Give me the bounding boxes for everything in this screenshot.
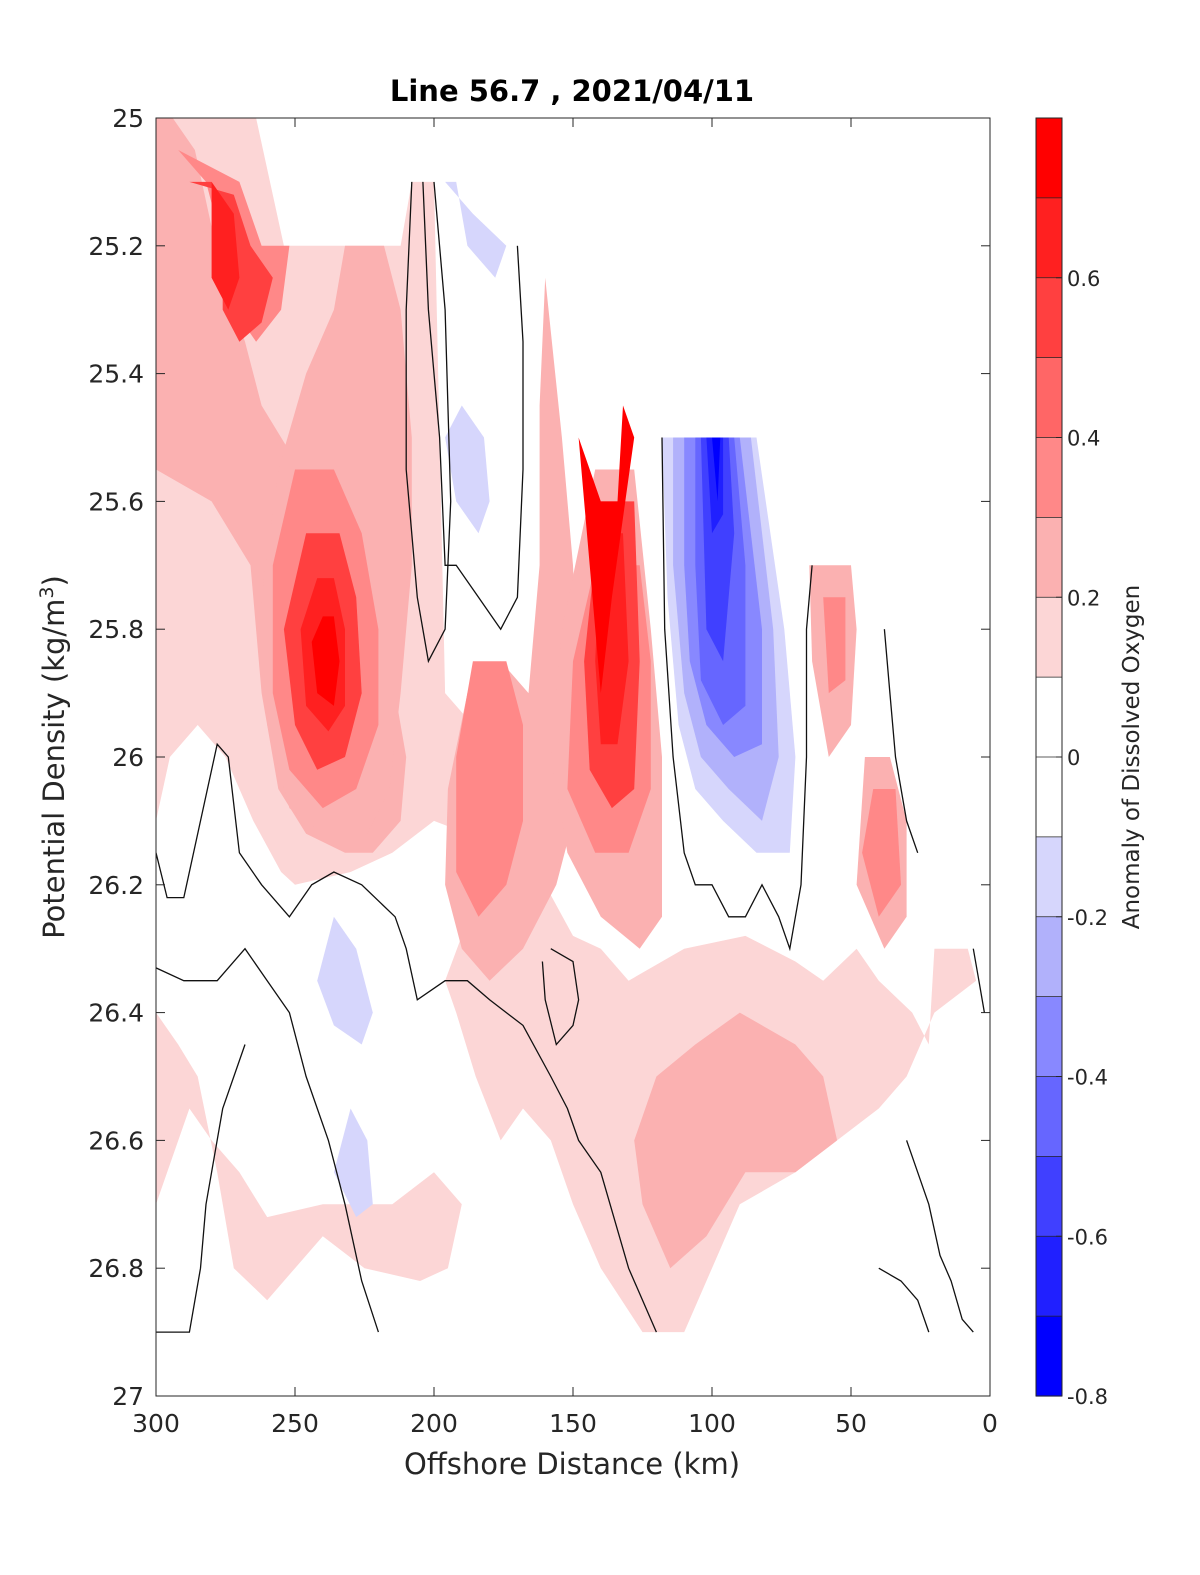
y-tick-label: 26.2: [88, 871, 144, 900]
zero-contour-line: [422, 181, 524, 631]
zero-contour-line: [883, 629, 919, 854]
colorbar-block: [1036, 757, 1062, 838]
contour-region: [445, 405, 490, 534]
y-axis-title-superscript: 3: [36, 586, 58, 598]
zero-contour-lines: [156, 181, 986, 1333]
contour-region: [156, 1012, 462, 1301]
y-tick-label: 26.8: [88, 1254, 144, 1283]
y-axis-title-main: Potential Density (kg/m: [37, 599, 71, 939]
x-tick-label: 250: [271, 1409, 319, 1438]
y-tick-label: 26.6: [88, 1126, 144, 1155]
colorbar-tick-label: -0.2: [1067, 906, 1108, 930]
contour-region: [445, 181, 507, 278]
zero-contour-line: [661, 437, 813, 952]
x-tick-label: 100: [688, 1409, 736, 1438]
colorbar-tick-label: -0.8: [1067, 1385, 1108, 1409]
y-tick-label: 25.2: [88, 232, 144, 261]
x-tick-label: 50: [835, 1409, 867, 1438]
colorbar-block: [1036, 118, 1062, 199]
colorbar-block: [1036, 437, 1062, 518]
y-axis-title-close: ): [37, 575, 71, 586]
zero-contour-line: [878, 1267, 930, 1333]
colorbar-block: [1036, 357, 1062, 439]
y-tick-label: 25.8: [88, 615, 144, 644]
y-tick-label: 25.4: [88, 360, 144, 389]
colorbar-tick-label: -0.4: [1067, 1066, 1108, 1090]
zero-contour-line: [905, 1140, 974, 1333]
colorbar-block: [1036, 1236, 1062, 1317]
contour-fills: [156, 118, 977, 1333]
y-tick-label: 26: [112, 743, 144, 772]
zero-contour-line: [541, 948, 580, 1046]
colorbar-block: [1036, 916, 1062, 998]
zero-contour-line: [405, 181, 452, 664]
contour-region: [823, 597, 846, 694]
contour-region: [578, 405, 635, 694]
zero-contour-line: [156, 1044, 246, 1333]
contour-region: [317, 916, 373, 1045]
colorbar-tick-label: -0.6: [1067, 1225, 1108, 1249]
x-tick-label: 150: [549, 1409, 597, 1438]
contour-region: [211, 181, 240, 310]
colorbar-block: [1036, 197, 1062, 279]
plot-area: 300 250 200 150 100 50 0 25 25.2 25.4 25.6 25.8 26 26…: [88, 104, 998, 1438]
x-tick-label: 200: [410, 1409, 458, 1438]
colorbar-block: [1036, 1316, 1062, 1397]
zero-contour-line: [156, 947, 380, 1333]
x-axis-title: Offshore Distance (km): [404, 1447, 740, 1481]
colorbar-color-blocks: [1036, 117, 1062, 1397]
colorbar-block: [1036, 597, 1062, 678]
colorbar-tick-label: 0.6: [1067, 267, 1100, 291]
contour-region: [634, 1012, 838, 1269]
axis-ticks: 300 250 200 150 100 50 0 25 25.2 25.4 25.6 25.8 26 26…: [88, 104, 998, 1438]
contour-region: [862, 789, 901, 917]
colorbar-block: [1036, 836, 1062, 918]
colorbar: 0.6 0.4 0.2 0 -0.2 -0.4 -0.6 -0.8 Anomaly of Di…: [1035, 117, 1145, 1409]
contour-region: [712, 437, 721, 502]
colorbar-title: Anomaly of Dissolved Oxygen: [1119, 585, 1145, 930]
contour-region: [333, 1108, 373, 1218]
colorbar-block: [1036, 1156, 1062, 1237]
colorbar-block: [1036, 1076, 1062, 1157]
colorbar-block: [1036, 517, 1062, 598]
y-tick-label: 25.6: [88, 487, 144, 516]
contour-region: [456, 661, 523, 917]
contour-region: [311, 616, 340, 706]
y-tick-label: 26.4: [88, 999, 144, 1028]
chart-title: Line 56.7 , 2021/04/11: [390, 74, 754, 108]
colorbar-tick-label: 0.2: [1067, 586, 1100, 610]
x-tick-label: 0: [982, 1409, 998, 1438]
y-tick-label: 27: [112, 1382, 144, 1411]
contour-region: [700, 437, 735, 662]
colorbar-tick-label: 0.4: [1067, 427, 1100, 451]
zero-contour-line: [972, 948, 986, 1013]
y-tick-label: 25: [112, 104, 144, 133]
colorbar-tick-label: 0: [1067, 746, 1080, 770]
zero-contour-line: [156, 742, 657, 1333]
colorbar-block: [1036, 277, 1062, 359]
colorbar-ticks: 0.6 0.4 0.2 0 -0.2 -0.4 -0.6 -0.8: [1056, 267, 1108, 1409]
colorbar-block: [1036, 996, 1062, 1078]
colorbar-block: [1036, 677, 1062, 758]
y-axis-title: Potential Density (kg/m3): [36, 575, 71, 939]
x-tick-label: 300: [132, 1409, 180, 1438]
